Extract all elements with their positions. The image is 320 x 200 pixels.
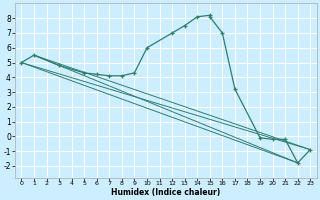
X-axis label: Humidex (Indice chaleur): Humidex (Indice chaleur) — [111, 188, 220, 197]
